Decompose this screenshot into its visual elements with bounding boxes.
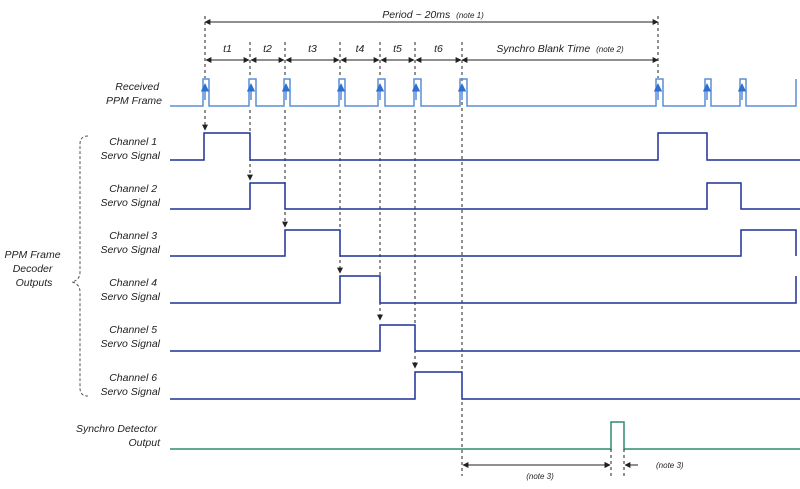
blank-time-label: Synchro Blank Time (note 2) [496,43,624,55]
interval-label-t4: t4 [356,43,365,55]
group-brace [71,135,89,397]
interval-label-t1: t1 [223,43,232,55]
channel-3-label: Channel 3 Servo Signal [100,230,160,256]
interval-label-t5: t5 [393,43,402,55]
ppm-signal [170,78,797,107]
trigger-arrows [202,110,418,369]
channel-2-label: Channel 2 Servo Signal [100,183,160,209]
channel-4-label: Channel 4 Servo Signal [100,277,160,303]
channel-3-signal [170,229,797,257]
period-guides [204,16,659,476]
period-label: Period ~ 20ms (note 1) [382,9,484,21]
synchro-signal [170,421,800,450]
channel-4-signal [170,275,797,304]
synchro-label: Synchro Detector Output [76,423,161,449]
interval-label-t2: t2 [263,43,272,55]
ppm-label: Received PPM Frame [106,81,162,107]
channel-6-signal [170,371,800,400]
channel-2-signal [170,182,800,210]
note3-right-label: (note 3) [656,461,684,470]
interval-markers: t1 t2 t3 t4 t5 t6 [205,43,462,63]
channel-1-label: Channel 1 Servo Signal [100,136,160,162]
interval-label-t6: t6 [434,43,443,55]
channel-6-label: Channel 6 Servo Signal [100,372,160,398]
interval-label-t3: t3 [308,43,317,55]
channel-5-signal [170,324,800,352]
ppm-edge-arrows [200,83,747,100]
channel-5-label: Channel 5 Servo Signal [100,324,160,350]
channel-1-signal [170,132,800,161]
note3-guides [610,449,625,476]
group-label: PPM Frame Decoder Outputs [5,249,64,289]
note3-left-label: (note 3) [526,472,554,481]
